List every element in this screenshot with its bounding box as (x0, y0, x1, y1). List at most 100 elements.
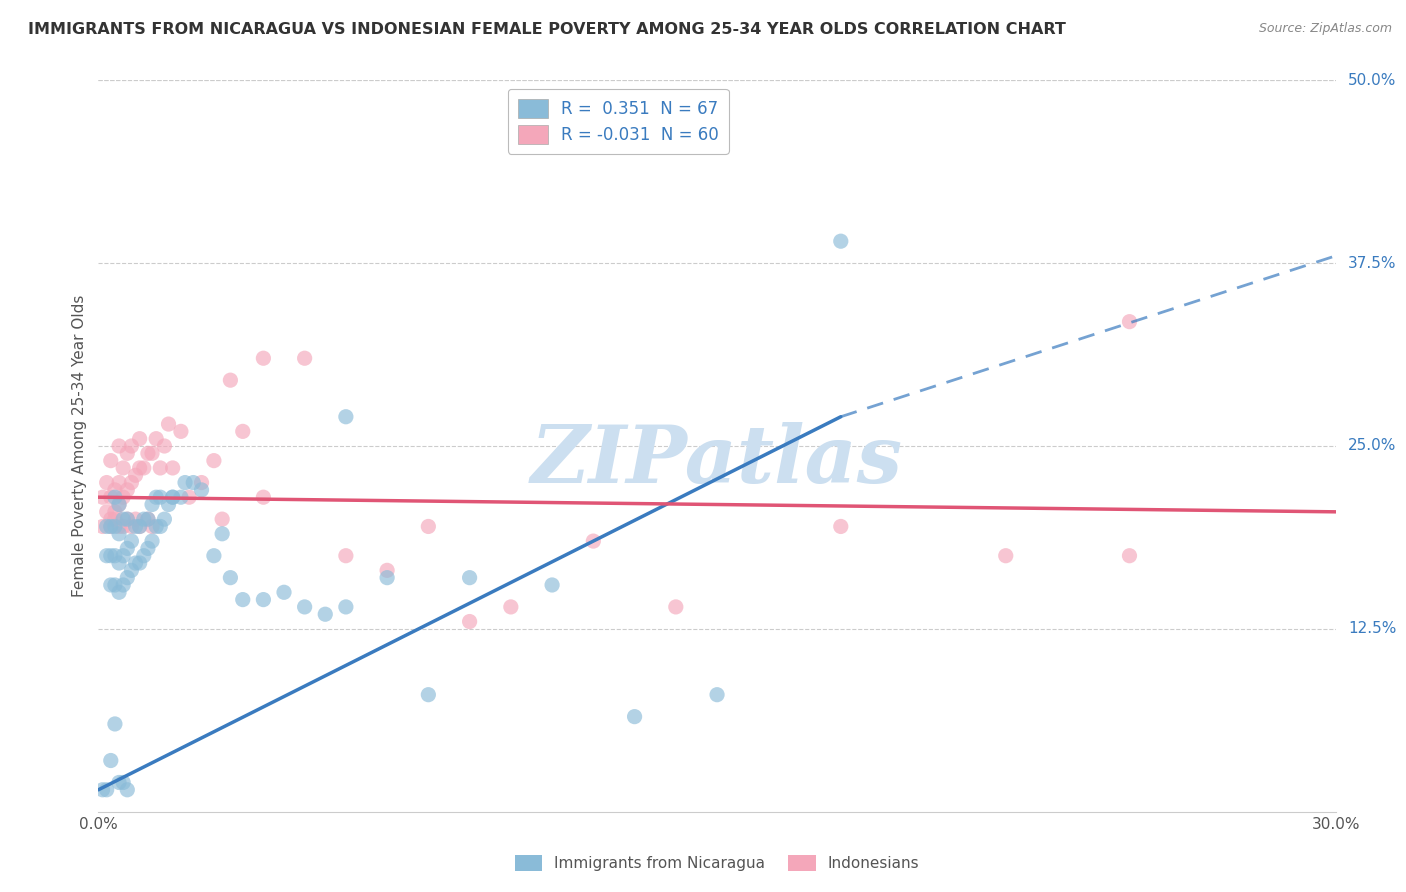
Point (120, 475, 142, 490)
Point (108, 439, 131, 453)
Point (157, 498, 180, 512)
Point (294, 351, 316, 366)
Point (252, 351, 274, 366)
Point (153, 512, 176, 526)
Legend: Immigrants from Nicaragua, Indonesians: Immigrants from Nicaragua, Indonesians (509, 849, 925, 877)
Point (157, 417, 180, 431)
Point (141, 519, 163, 533)
Point (211, 512, 233, 526)
Point (149, 461, 172, 475)
Point (623, 709, 645, 723)
Point (124, 556, 146, 570)
Point (335, 549, 357, 563)
Point (104, 505, 127, 519)
Point (136, 512, 159, 526)
Point (145, 490, 167, 504)
Point (145, 432, 167, 446)
Point (665, 599, 688, 614)
Text: ZIPatlas: ZIPatlas (531, 422, 903, 500)
Point (149, 519, 172, 533)
Point (100, 519, 122, 533)
Point (100, 519, 122, 533)
Point (232, 425, 254, 439)
Point (120, 563, 142, 577)
Point (91, 490, 114, 504)
Point (108, 585, 131, 599)
Point (541, 578, 564, 592)
Point (179, 490, 201, 504)
Point (104, 549, 127, 563)
Point (252, 490, 274, 504)
Point (112, 549, 135, 563)
Point (96, 782, 118, 797)
Point (190, 483, 212, 497)
Point (335, 599, 357, 614)
Point (96, 505, 118, 519)
Point (252, 592, 274, 607)
Point (830, 234, 852, 248)
Text: 50.0%: 50.0% (1348, 73, 1396, 87)
Point (273, 585, 295, 599)
Point (112, 512, 135, 526)
Point (136, 541, 159, 556)
Point (174, 475, 197, 490)
Point (141, 534, 163, 549)
Point (830, 519, 852, 533)
Point (202, 549, 225, 563)
Point (294, 599, 316, 614)
Point (314, 607, 336, 622)
Point (100, 512, 122, 526)
Point (117, 483, 139, 497)
Text: 25.0%: 25.0% (1348, 439, 1396, 453)
Point (104, 578, 127, 592)
Point (994, 549, 1017, 563)
Point (170, 425, 193, 439)
Text: Source: ZipAtlas.com: Source: ZipAtlas.com (1258, 22, 1392, 36)
Point (132, 512, 155, 526)
Point (458, 571, 481, 585)
Point (108, 498, 131, 512)
Point (128, 432, 150, 446)
Point (582, 534, 605, 549)
Point (136, 512, 159, 526)
Point (104, 717, 127, 731)
Point (418, 519, 440, 533)
Point (458, 615, 481, 629)
Point (170, 490, 193, 504)
Point (120, 439, 142, 453)
Point (149, 490, 172, 504)
Point (190, 475, 212, 490)
Point (211, 526, 233, 541)
Point (219, 571, 242, 585)
Point (375, 571, 398, 585)
Point (132, 461, 155, 475)
Point (117, 541, 139, 556)
Point (124, 512, 146, 526)
Point (124, 519, 146, 533)
Point (112, 519, 135, 533)
Point (132, 549, 155, 563)
Point (108, 526, 131, 541)
Point (96, 519, 118, 533)
Text: 12.5%: 12.5% (1348, 622, 1396, 636)
Point (418, 688, 440, 702)
Point (100, 453, 122, 467)
Text: 37.5%: 37.5% (1348, 256, 1396, 270)
Point (117, 446, 139, 460)
Point (104, 490, 127, 504)
Point (91, 519, 114, 533)
Point (108, 556, 131, 570)
Point (108, 519, 131, 533)
Point (117, 512, 139, 526)
Point (128, 461, 150, 475)
Point (117, 571, 139, 585)
Point (136, 446, 159, 460)
Point (104, 483, 127, 497)
Point (108, 775, 131, 789)
Point (162, 490, 184, 504)
Point (120, 534, 142, 549)
Point (104, 512, 127, 526)
Point (706, 688, 728, 702)
Point (112, 775, 135, 789)
Point (181, 475, 204, 490)
